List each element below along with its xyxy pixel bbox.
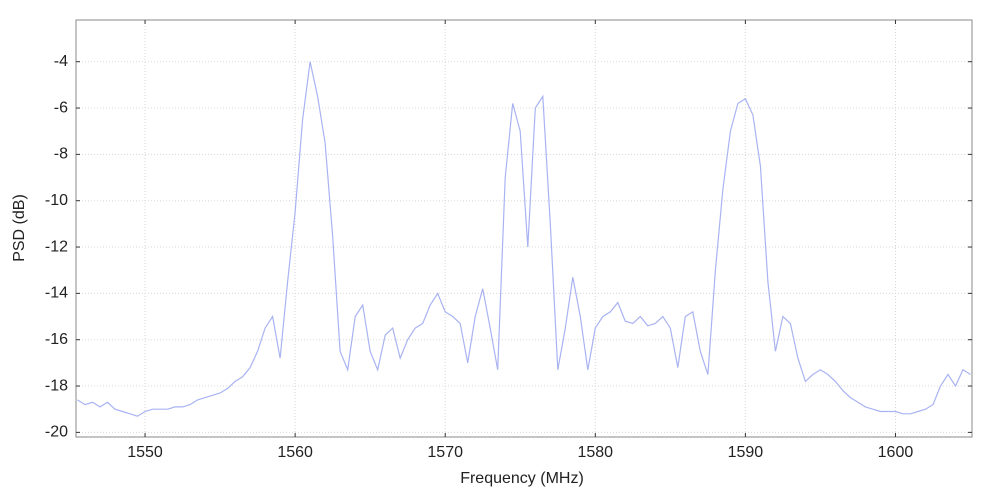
psd-line [77,61,971,417]
y-tick-label: -8 [54,146,68,163]
y-tick-label: -10 [45,192,68,209]
x-tick-label: 1550 [127,444,163,461]
x-tick-label: 1570 [427,444,463,461]
x-tick-label: 1560 [277,444,313,461]
y-tick-label: -20 [45,424,68,441]
y-tick-label: -14 [45,285,68,302]
x-tick-label: 1580 [577,444,613,461]
y-tick-label: -6 [54,99,68,116]
y-tick-label: -16 [45,331,68,348]
x-tick-label: 1590 [728,444,764,461]
y-tick-label: -18 [45,377,68,394]
x-tick-label: 1600 [878,444,914,461]
y-tick-label: -12 [45,238,68,255]
y-axis-label: PSD (dB) [11,194,28,262]
plot-frame [75,19,973,438]
x-axis-label: Frequency (MHz) [460,470,584,487]
y-tick-label: -4 [54,53,68,70]
